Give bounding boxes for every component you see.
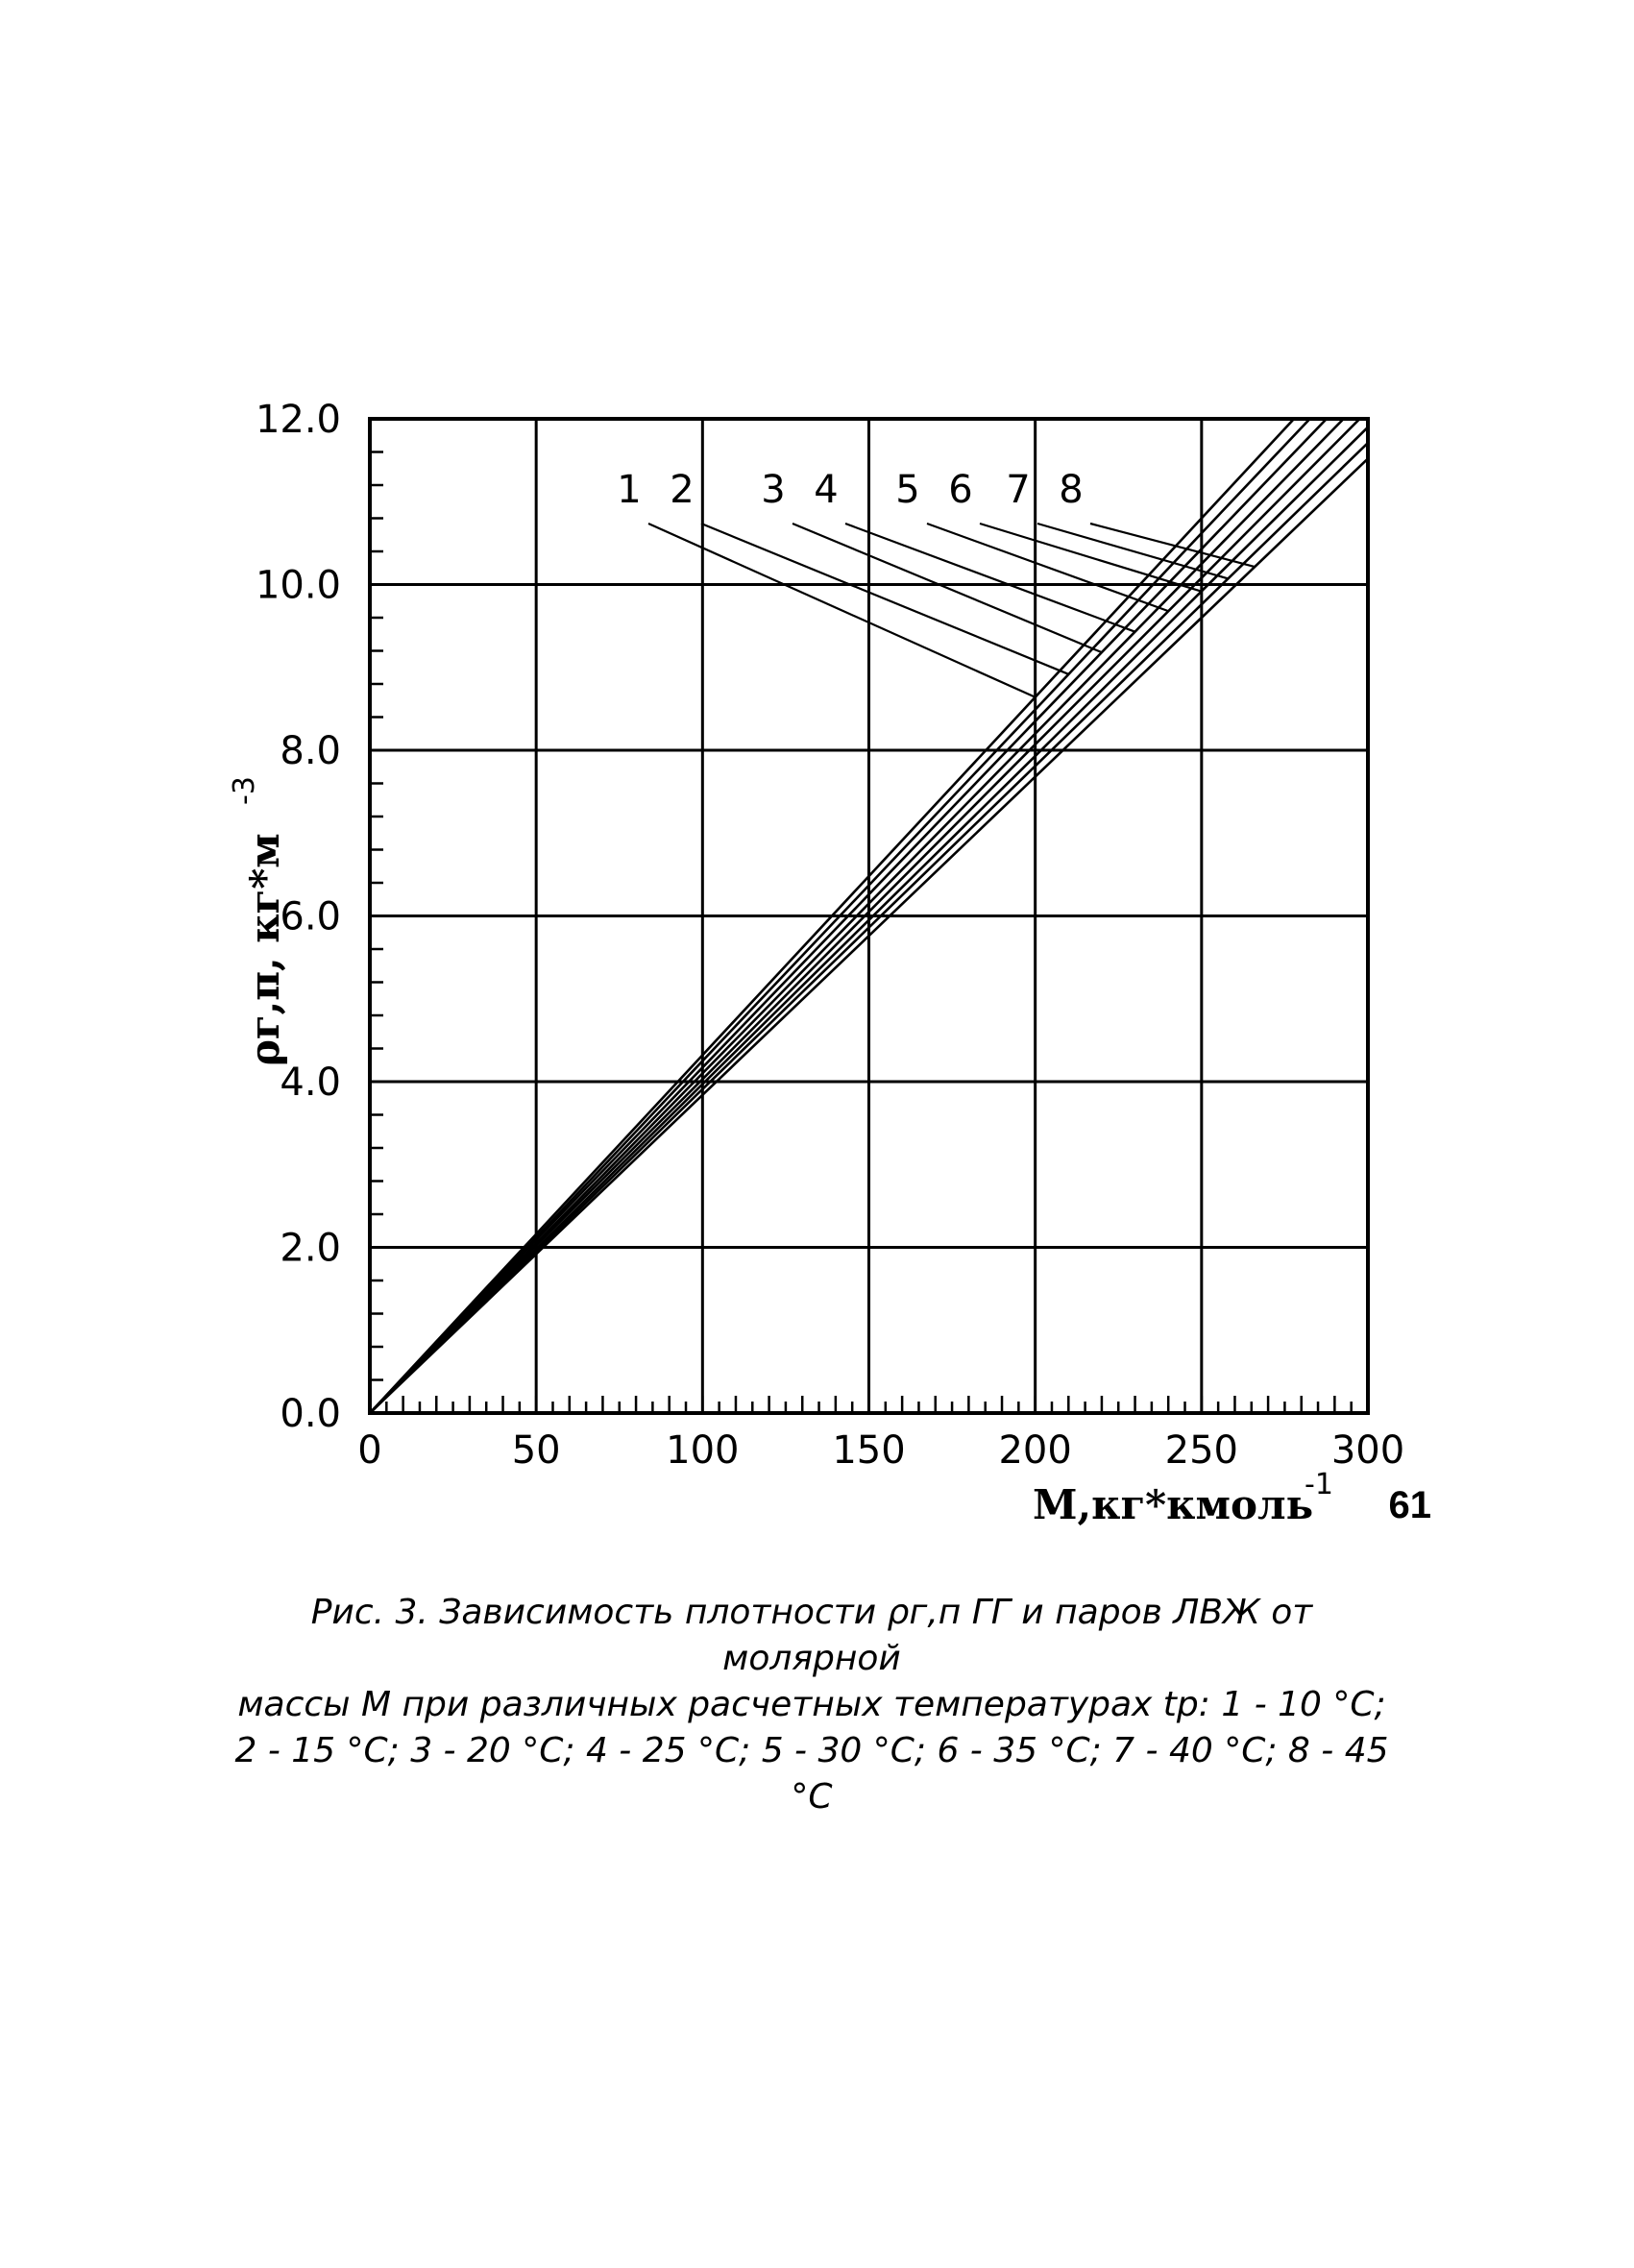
page-number: 61	[1388, 1484, 1432, 1526]
x-tick-label: 50	[512, 1428, 561, 1473]
label-leader-lines	[647, 522, 1256, 698]
series-line-3	[370, 419, 1329, 1413]
leader-line-4	[844, 522, 1135, 633]
y-tick-label: 0.0	[280, 1392, 341, 1436]
curve-label-6: 6	[948, 468, 972, 512]
plot-frame	[368, 417, 1370, 1415]
x-tick-label: 250	[1165, 1428, 1238, 1473]
x-tick-label: 200	[998, 1428, 1071, 1473]
series-line-8	[370, 457, 1368, 1413]
curve-label-1: 1	[617, 468, 641, 512]
leader-line-3	[792, 522, 1103, 654]
y-axis-title: ρг,п, кг*м	[241, 833, 288, 1066]
x-axis-title-exponent: -1	[1305, 1468, 1333, 1501]
series-line-7	[370, 442, 1368, 1413]
x-axis-title: М,кг*кмоль	[1033, 1481, 1313, 1528]
tick-labels: 0 50 100 150 200 250 300 0.0 2.0 4.0 6.0 8.0 10.0 12.…	[256, 398, 1404, 1473]
curve-label-7: 7	[1006, 468, 1030, 512]
leader-line-2	[700, 522, 1069, 675]
y-tick-label: 4.0	[280, 1061, 341, 1105]
x-tick-label: 300	[1331, 1428, 1404, 1473]
series-line-2	[370, 419, 1312, 1413]
series-line-5	[370, 419, 1362, 1413]
y-axis-title-exponent: -3	[228, 776, 261, 805]
series-line-4	[370, 419, 1346, 1413]
x-tick-label: 0	[357, 1428, 381, 1473]
y-tick-label: 10.0	[256, 564, 341, 608]
curve-label-4: 4	[814, 468, 838, 512]
caption-line: Рис. 3. Зависимость плотности ρг,п ГГ и …	[310, 1593, 1313, 1678]
y-tick-label: 6.0	[280, 895, 341, 939]
x-tick-label: 150	[832, 1428, 905, 1473]
curve-label-5: 5	[895, 468, 919, 512]
caption-line: 2 - 15 °С; 3 - 20 °С; 4 - 25 °С; 5 - 30 …	[234, 1731, 1389, 1817]
curve-label-2: 2	[670, 468, 694, 512]
leader-line-1	[647, 522, 1036, 698]
leader-line-8	[1089, 522, 1256, 569]
figure-caption: Рис. 3. Зависимость плотности ρг,п ГГ и …	[231, 1590, 1393, 1820]
series-line-1	[370, 419, 1296, 1413]
y-tick-label: 2.0	[280, 1227, 341, 1271]
y-tick-label: 12.0	[256, 398, 341, 442]
leader-line-5	[926, 522, 1169, 613]
x-tick-label: 100	[666, 1428, 739, 1473]
curve-label-8: 8	[1059, 468, 1083, 512]
caption-line: массы М при различных расчетных температ…	[237, 1685, 1386, 1724]
curve-label-3: 3	[761, 468, 785, 512]
leader-line-6	[979, 522, 1203, 593]
y-tick-label: 8.0	[280, 729, 341, 773]
leader-line-7	[1036, 522, 1229, 580]
